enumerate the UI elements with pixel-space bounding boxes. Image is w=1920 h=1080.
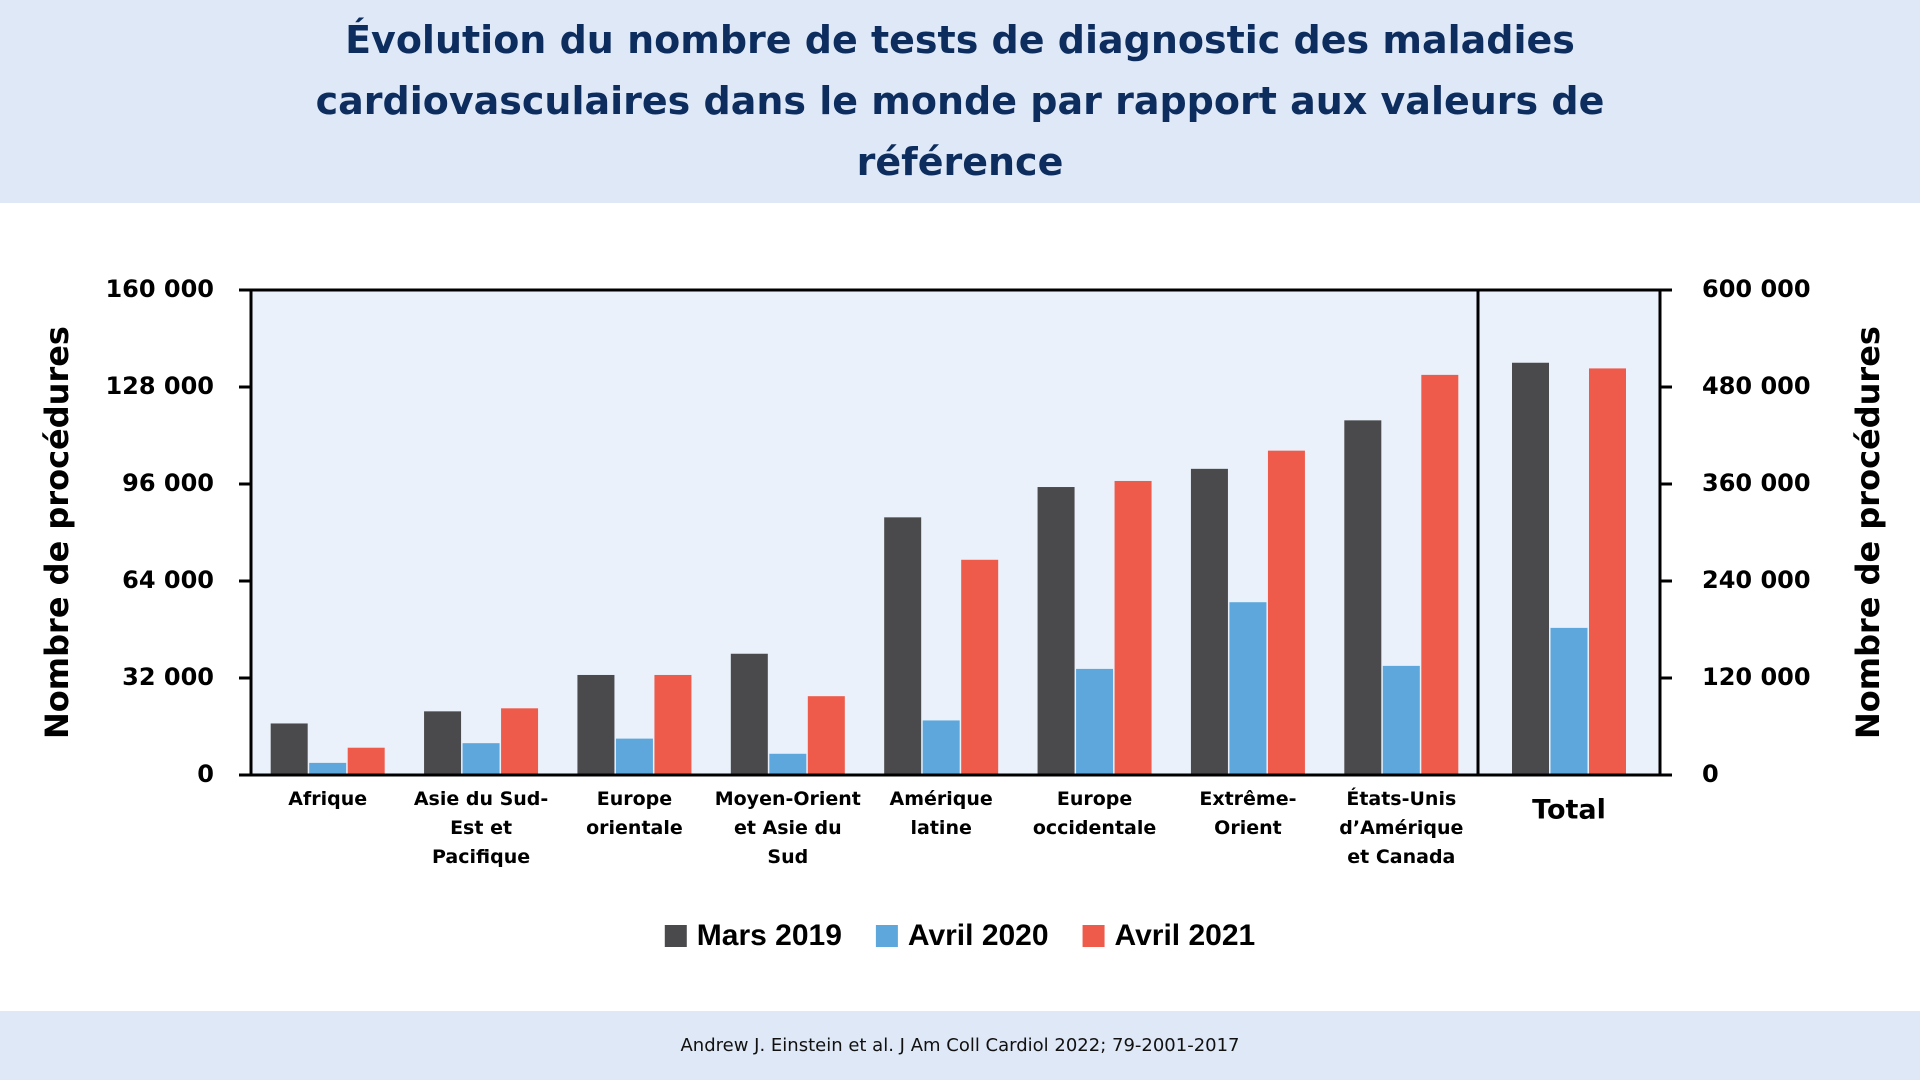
bar (1114, 480, 1152, 775)
x-tick-label: Amérique latine (889, 788, 993, 839)
bar (462, 743, 500, 775)
bar (730, 653, 768, 775)
legend-label: Mars 2019 (697, 919, 842, 952)
x-tick-label-box: Europe orientale (586, 788, 683, 839)
x-tick-label-box: Afrique (288, 788, 368, 810)
bar (424, 711, 462, 775)
bar (1382, 665, 1420, 775)
x-tick-label: Europe orientale (586, 788, 683, 839)
bar (1229, 602, 1267, 775)
bar (654, 674, 692, 775)
source: Andrew J. Einstein et al. J Am Coll Card… (680, 1035, 1240, 1056)
bar (807, 696, 845, 775)
y-tick-label: 32 000 (122, 663, 214, 691)
x-tick-label: États-Unis d’Amérique et Canada (1339, 788, 1464, 868)
x-tick-label-box: Amérique latine (889, 788, 993, 839)
x-tick-label: Afrique (288, 788, 368, 810)
y-tick-label: 0 (1702, 760, 1719, 788)
legend-swatch (1082, 925, 1105, 947)
bar (1589, 368, 1626, 775)
x-tick-label: Asie du Sud-Est et Pacifique (413, 788, 549, 868)
bar (501, 708, 539, 775)
legend-label: Avril 2020 (908, 919, 1049, 952)
y-tick-label: 480 000 (1702, 372, 1811, 400)
header: Évolution du nombre de tests de diagnost… (0, 0, 1920, 203)
y-tick-label: 240 000 (1702, 566, 1811, 594)
bar (961, 559, 999, 775)
x-tick-label-box: Moyen-Orient et Asie du Sud (714, 788, 861, 868)
y-tick-label: 0 (197, 760, 214, 788)
bar (1076, 668, 1114, 775)
bar (884, 517, 922, 775)
y-tick-label: 64 000 (122, 566, 214, 594)
y-tick-label: 600 000 (1702, 275, 1811, 303)
bar (1037, 487, 1075, 775)
x-tick-label-box: Extrême-Orient (1199, 788, 1297, 839)
footer: Andrew J. Einstein et al. J Am Coll Card… (0, 1011, 1920, 1080)
legend-swatch (875, 925, 898, 947)
plot-frame (249, 288, 1662, 777)
x-tick-label-box: Asie du Sud-Est et Pacifique (413, 788, 549, 868)
bar (577, 674, 615, 775)
x-tick-label-box: Europe occidentale (1032, 788, 1157, 839)
x-tick-label: Total (1532, 795, 1606, 826)
bar (615, 738, 653, 775)
bar (922, 720, 960, 775)
y-axis-label: Nombre de procédures (1849, 326, 1887, 739)
bar (1344, 420, 1382, 775)
x-tick-label: Moyen-Orient et Asie du Sud (714, 788, 861, 868)
bar (347, 747, 385, 775)
legend: Mars 2019 Avril 2020 Avril 2021 (664, 919, 1256, 952)
bar (769, 753, 807, 775)
title: Évolution du nombre de tests de diagnost… (315, 18, 1605, 184)
y-tick-label: 96 000 (122, 469, 214, 497)
y-tick-label: 360 000 (1702, 469, 1811, 497)
x-tick-label-box: États-Unis d’Amérique et Canada (1339, 788, 1464, 868)
bar (1267, 450, 1305, 775)
y-tick-label: 128 000 (105, 372, 214, 400)
chart: 0 32 000 64 000 96 000 128 000 160 000 Nombre … (38, 275, 1887, 952)
bar (1550, 627, 1588, 775)
bar (1421, 374, 1459, 775)
bar (1190, 468, 1228, 775)
x-tick-label: Extrême-Orient (1199, 788, 1297, 839)
bar (1512, 362, 1549, 775)
y-tick-label: 120 000 (1702, 663, 1811, 691)
y-tick-label: 160 000 (105, 275, 214, 303)
x-tick-label: Europe occidentale (1032, 788, 1157, 839)
bar (309, 762, 347, 775)
legend-swatch (664, 925, 687, 947)
legend-label: Avril 2021 (1115, 919, 1256, 952)
bar (270, 723, 308, 775)
y-axis-label: Nombre de procédures (38, 326, 76, 739)
